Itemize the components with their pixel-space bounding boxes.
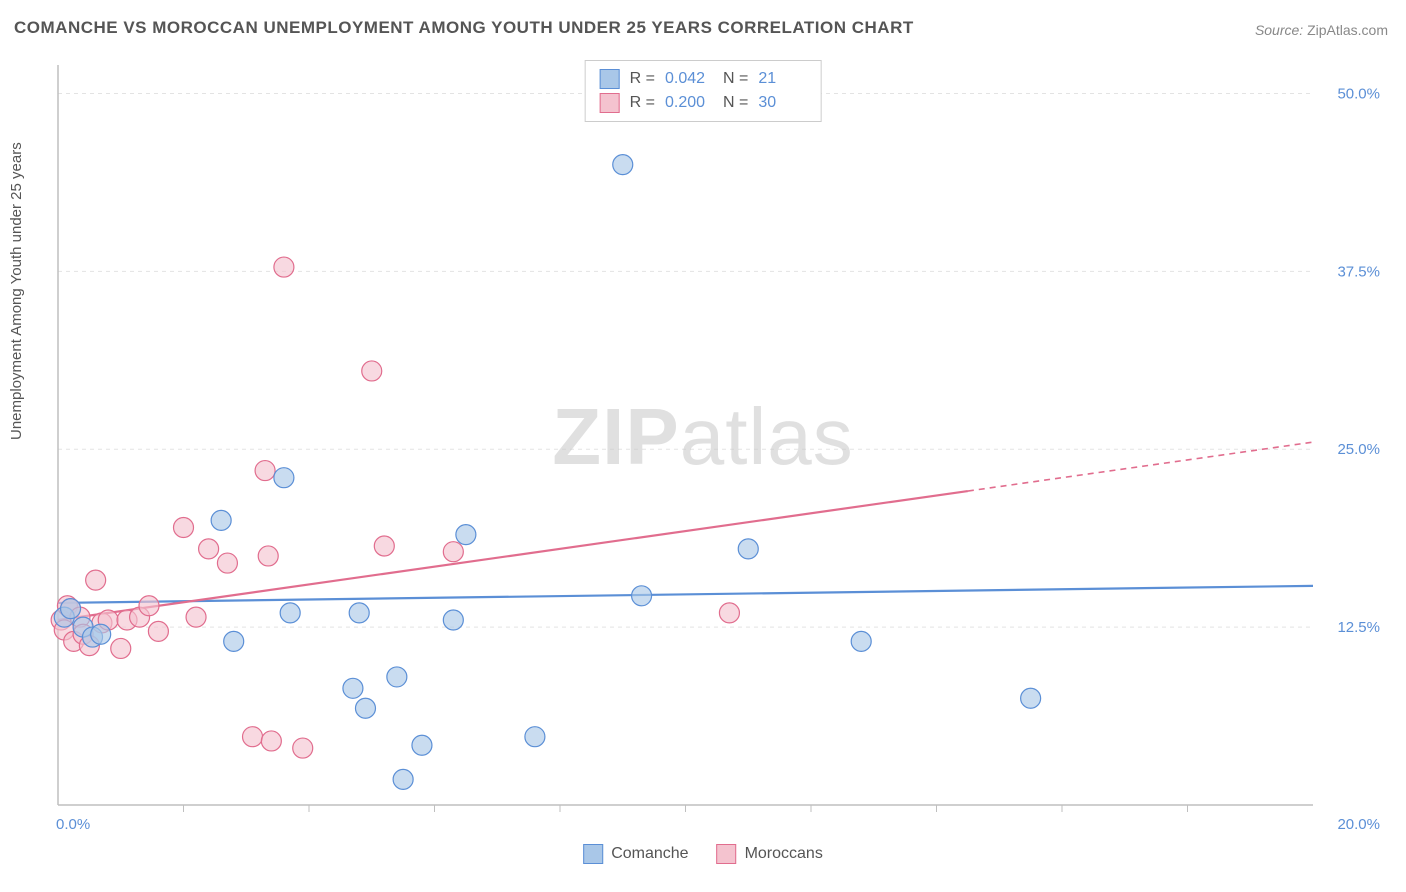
r-value-comanche: 0.042	[665, 70, 713, 88]
source-label: Source:	[1255, 22, 1303, 38]
swatch-comanche	[600, 69, 620, 89]
legend-label-comanche: Comanche	[611, 845, 688, 863]
r-label: R =	[630, 70, 655, 88]
r-value-moroccans: 0.200	[665, 94, 713, 112]
swatch-comanche	[583, 844, 603, 864]
swatch-moroccans	[717, 844, 737, 864]
svg-text:25.0%: 25.0%	[1337, 441, 1380, 458]
svg-text:20.0%: 20.0%	[1337, 816, 1380, 833]
source-attribution: Source: ZipAtlas.com	[1255, 22, 1388, 38]
scatter-plot: 12.5% 25.0% 37.5% 50.0% 0.0% 20.0%	[48, 55, 1388, 845]
n-label: N =	[723, 70, 748, 88]
series-legend: Comanche Moroccans	[583, 844, 823, 864]
svg-text:12.5%: 12.5%	[1337, 619, 1380, 636]
r-label: R =	[630, 94, 655, 112]
stats-legend: R = 0.042 N = 21 R = 0.200 N = 30	[585, 60, 822, 122]
stats-row-comanche: R = 0.042 N = 21	[600, 67, 807, 91]
svg-text:50.0%: 50.0%	[1337, 85, 1380, 102]
legend-item-moroccans[interactable]: Moroccans	[717, 844, 823, 864]
n-value-comanche: 21	[758, 70, 806, 88]
y-axis-label: Unemployment Among Youth under 25 years	[8, 142, 25, 440]
stats-row-moroccans: R = 0.200 N = 30	[600, 91, 807, 115]
swatch-moroccans	[600, 93, 620, 113]
n-value-moroccans: 30	[758, 94, 806, 112]
svg-text:0.0%: 0.0%	[56, 816, 90, 833]
source-value: ZipAtlas.com	[1307, 22, 1388, 38]
legend-label-moroccans: Moroccans	[745, 845, 823, 863]
chart-title: COMANCHE VS MOROCCAN UNEMPLOYMENT AMONG …	[14, 18, 914, 38]
svg-text:37.5%: 37.5%	[1337, 263, 1380, 280]
n-label: N =	[723, 94, 748, 112]
legend-item-comanche[interactable]: Comanche	[583, 844, 688, 864]
